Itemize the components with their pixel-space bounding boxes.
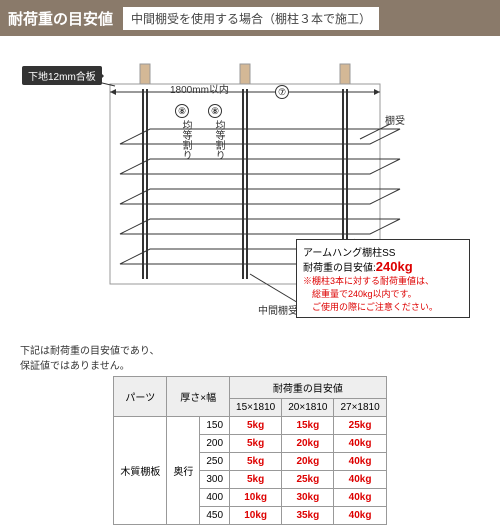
load-val: 40kg xyxy=(334,471,386,489)
vert-label-1: 均等割り xyxy=(178,120,193,160)
circle-7: ⑦ xyxy=(275,85,289,99)
circle-8b: ⑧ xyxy=(208,104,222,118)
header-title: 耐荷重の目安値 xyxy=(8,8,113,29)
load-val: 5kg xyxy=(230,471,282,489)
shelf-support-label: 棚受 xyxy=(385,112,405,127)
depth-val: 400 xyxy=(200,489,230,507)
header: 耐荷重の目安値 中間棚受を使用する場合（棚柱３本で施工） xyxy=(0,0,500,36)
load-val: 5kg xyxy=(230,417,282,435)
load-val: 20kg xyxy=(282,435,334,453)
diagram-area: 下地12mm合板 1800mm以内 ⑦ ⑧ ⑧ 均等割り 均等割り 棚受 中間棚… xyxy=(20,44,480,334)
box-note2: 総重量で240kg以内です。 xyxy=(303,287,463,300)
load-val: 30kg xyxy=(282,489,334,507)
circle-8a: ⑧ xyxy=(175,104,189,118)
header-subtitle: 中間棚受を使用する場合（棚柱３本で施工） xyxy=(123,7,379,30)
table-note: 下記は耐荷重の目安値であり、 保証値ではありません。 xyxy=(20,342,480,372)
load-table: パーツ 厚さ×幅 耐荷重の目安値 15×1810 20×1810 27×1810… xyxy=(113,376,386,525)
load-val: 5kg xyxy=(230,453,282,471)
col-parts: パーツ xyxy=(114,377,167,417)
load-val: 10kg xyxy=(230,507,282,525)
vert-label-2: 均等割り xyxy=(211,120,226,160)
depth-val: 200 xyxy=(200,435,230,453)
depth-val: 300 xyxy=(200,471,230,489)
col-27: 27×1810 xyxy=(334,399,386,417)
load-val: 25kg xyxy=(282,471,334,489)
load-val: 40kg xyxy=(334,453,386,471)
callout-base: 下地12mm合板 xyxy=(22,66,102,85)
col-thick: 厚さ×幅 xyxy=(167,377,230,417)
depth-val: 250 xyxy=(200,453,230,471)
load-val: 35kg xyxy=(282,507,334,525)
box-line1: アームハング棚柱SS xyxy=(303,244,463,259)
load-val: 5kg xyxy=(230,435,282,453)
col-20: 20×1810 xyxy=(282,399,334,417)
load-val: 40kg xyxy=(334,507,386,525)
box-line2: 耐荷重の目安値:240kg xyxy=(303,259,463,274)
load-val: 10kg xyxy=(230,489,282,507)
part-cell: 木質棚板 xyxy=(114,417,167,525)
depth-cell: 奥行 xyxy=(167,417,200,525)
load-val: 40kg xyxy=(334,435,386,453)
load-box: アームハング棚柱SS 耐荷重の目安値:240kg ※棚柱3本に対する耐荷重値は、… xyxy=(296,239,470,318)
box-note1: ※棚柱3本に対する耐荷重値は、 xyxy=(303,274,463,287)
load-val: 40kg xyxy=(334,489,386,507)
col-15: 15×1810 xyxy=(230,399,282,417)
load-val: 15kg xyxy=(282,417,334,435)
load-val: 25kg xyxy=(334,417,386,435)
box-note3: ご使用の際にご注意ください。 xyxy=(303,300,463,313)
depth-val: 150 xyxy=(200,417,230,435)
width-dimension: 1800mm以内 xyxy=(170,81,229,96)
depth-val: 450 xyxy=(200,507,230,525)
load-val: 20kg xyxy=(282,453,334,471)
mid-support-label: 中間棚受 xyxy=(258,302,298,317)
col-main: 耐荷重の目安値 xyxy=(230,377,387,399)
